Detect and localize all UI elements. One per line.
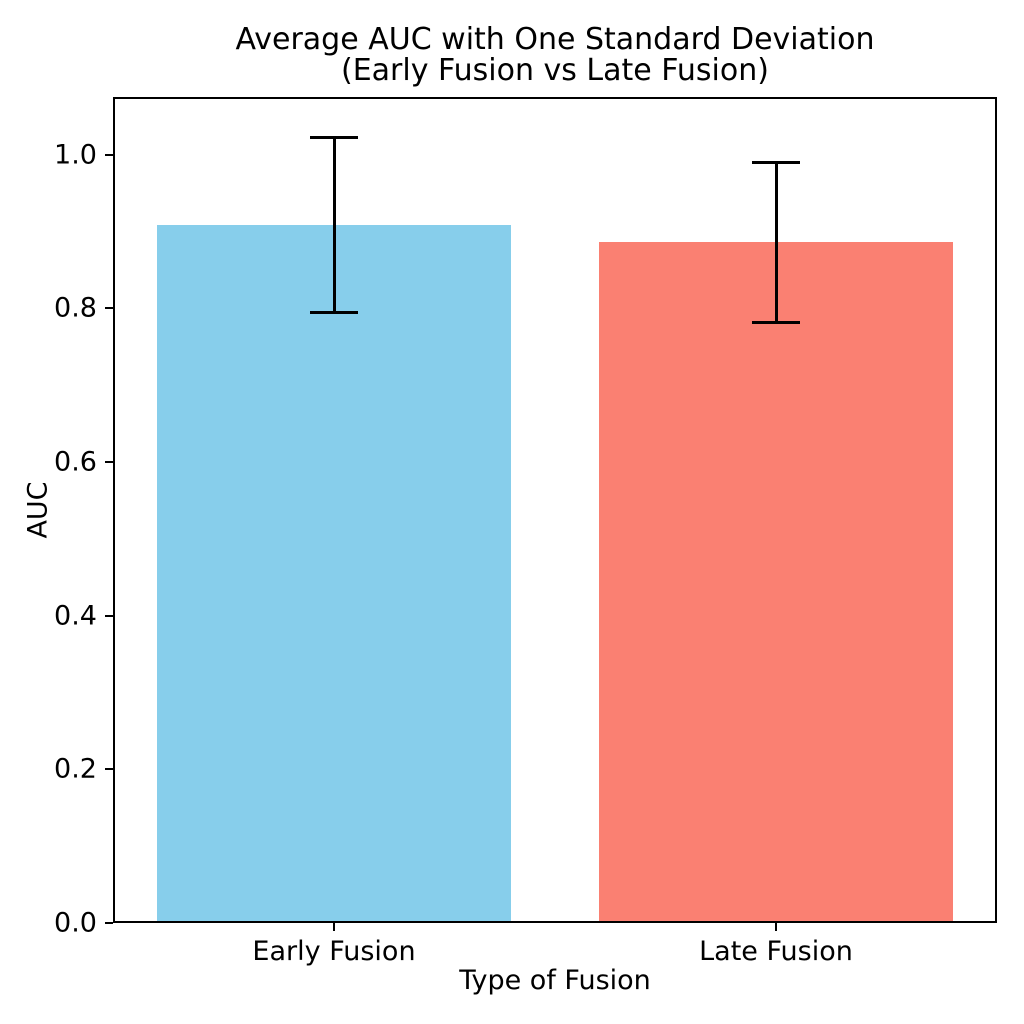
xtick-mark-late-fusion — [775, 923, 777, 931]
errorbar-cap-bottom-early-fusion — [310, 311, 358, 315]
ytick-mark-0.8 — [105, 307, 113, 310]
errorbar-stem-early-fusion — [332, 137, 336, 313]
bar-early-fusion — [157, 225, 511, 923]
ytick-label-0.0: 0.0 — [54, 907, 97, 939]
x-axis-label: Type of Fusion — [459, 965, 651, 996]
chart-title-line2: (Early Fusion vs Late Fusion) — [341, 53, 769, 88]
xtick-label-early-fusion: Early Fusion — [252, 936, 416, 967]
ytick-label-0.6: 0.6 — [54, 446, 97, 478]
xtick-mark-early-fusion — [333, 923, 335, 931]
bar-late-fusion — [599, 242, 953, 923]
ytick-mark-0.6 — [105, 460, 113, 463]
ytick-label-0.2: 0.2 — [54, 753, 97, 785]
errorbar-cap-top-late-fusion — [752, 160, 800, 164]
ytick-mark-0.0 — [105, 922, 113, 924]
y-axis-label: AUC — [22, 481, 54, 539]
plot-area — [113, 97, 997, 923]
errorbar-stem-late-fusion — [774, 162, 778, 323]
ytick-label-0.8: 0.8 — [54, 292, 97, 324]
ytick-mark-1.0 — [105, 153, 113, 156]
xtick-label-late-fusion: Late Fusion — [699, 936, 853, 967]
ytick-label-0.4: 0.4 — [54, 600, 97, 632]
chart-title: Average AUC with One Standard Deviation … — [113, 24, 997, 86]
chart-title-line1: Average AUC with One Standard Deviation — [235, 22, 875, 57]
ytick-mark-0.2 — [105, 768, 113, 771]
errorbar-cap-top-early-fusion — [310, 136, 358, 140]
ytick-mark-0.4 — [105, 614, 113, 617]
errorbar-cap-bottom-late-fusion — [752, 320, 800, 324]
ytick-label-1.0: 1.0 — [54, 139, 97, 171]
